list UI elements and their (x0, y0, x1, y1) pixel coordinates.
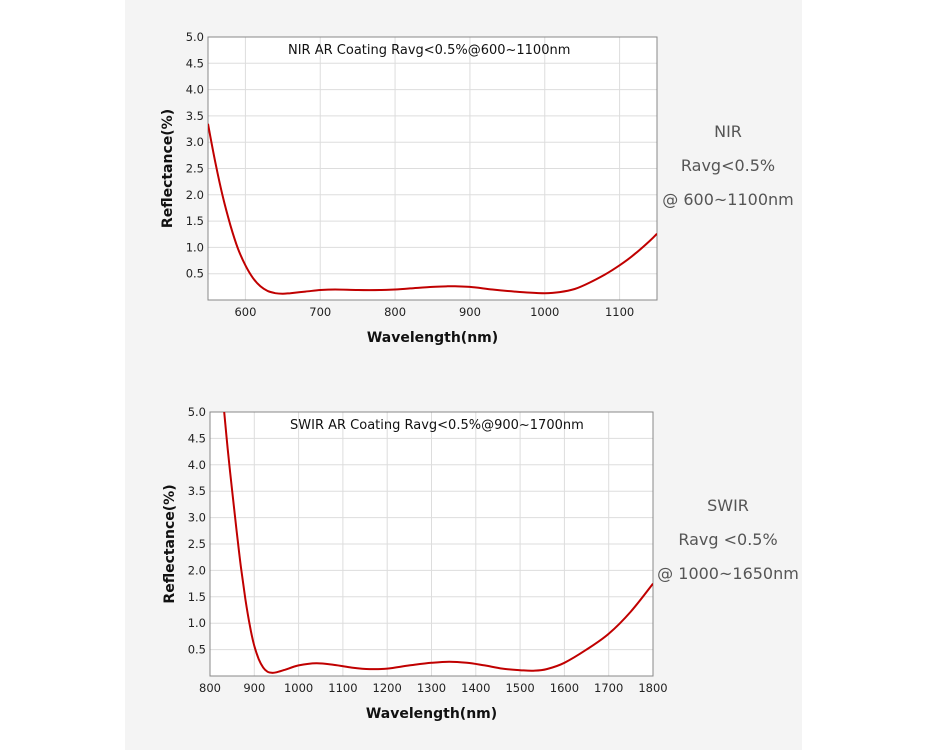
nir-plot-frame (207, 36, 658, 301)
nir-y-tick-label: 2.0 (186, 188, 204, 202)
nir-y-tick-label: 3.5 (186, 109, 204, 123)
swir-x-tick-label: 1500 (505, 681, 534, 695)
nir-side-line3: @ 600~1100nm (662, 190, 794, 209)
nir-y-tick-label: 0.5 (186, 267, 204, 281)
nir-y-tick-label: 3.0 (186, 135, 204, 149)
swir-x-tick-label: 800 (199, 681, 221, 695)
swir-x-tick-label: 1400 (461, 681, 490, 695)
nir-x-tick-label: 800 (384, 305, 406, 319)
swir-side-line3: @ 1000~1650nm (657, 564, 799, 583)
swir-y-tick-label: 1.5 (188, 590, 206, 604)
swir-x-tick-label: 900 (243, 681, 265, 695)
swir-side-label: SWIR Ravg <0.5% @ 1000~1650nm (653, 496, 803, 583)
nir-side-line2: Ravg<0.5% (680, 156, 776, 175)
nir-y-tick-label: 4.0 (186, 83, 204, 97)
nir-reflectance-curve (208, 123, 657, 295)
swir-x-tick-label: 1300 (417, 681, 446, 695)
swir-x-tick-label: 1200 (373, 681, 402, 695)
nir-side-label: NIR Ravg<0.5% @ 600~1100nm (653, 122, 803, 209)
swir-x-tick-label: 1600 (550, 681, 579, 695)
nir-x-tick-label: 600 (234, 305, 256, 319)
nir-x-tick-label: 900 (459, 305, 481, 319)
swir-y-tick-label: 4.0 (188, 458, 206, 472)
swir-x-tick-label: 1800 (638, 681, 667, 695)
swir-side-line1: SWIR (707, 496, 749, 515)
swir-x-tick-label: 1700 (594, 681, 623, 695)
nir-x-tick-label: 700 (309, 305, 331, 319)
nir-side-line1: NIR (714, 122, 742, 141)
swir-x-tick-label: 1100 (328, 681, 357, 695)
swir-x-tick-label: 1000 (284, 681, 313, 695)
swir-y-tick-label: 3.5 (188, 484, 206, 498)
swir-y-tick-label: 0.5 (188, 643, 206, 657)
swir-side-line2: Ravg <0.5% (678, 530, 778, 549)
swir-y-axis-label: Reflectance(%) (162, 484, 178, 603)
swir-plot-frame (209, 411, 654, 677)
nir-y-tick-label: 1.5 (186, 214, 204, 228)
nir-y-axis-label: Reflectance(%) (160, 109, 176, 228)
swir-y-tick-label: 2.5 (188, 537, 206, 551)
nir-x-tick-label: 1100 (605, 305, 634, 319)
swir-y-tick-label: 3.0 (188, 511, 206, 525)
nir-y-tick-label: 5.0 (186, 30, 204, 44)
nir-y-tick-label: 4.5 (186, 56, 204, 70)
nir-chart-title: NIR AR Coating Ravg<0.5%@600~1100nm (288, 43, 570, 58)
swir-chart-title: SWIR AR Coating Ravg<0.5%@900~1700nm (290, 418, 584, 433)
nir-y-tick-label: 2.5 (186, 162, 204, 176)
swir-y-tick-label: 5.0 (188, 405, 206, 419)
swir-x-axis-label: Wavelength(nm) (366, 706, 497, 722)
nir-x-tick-label: 1000 (530, 305, 559, 319)
swir-y-tick-label: 1.0 (188, 616, 206, 630)
swir-y-tick-label: 2.0 (188, 563, 206, 577)
nir-y-tick-label: 1.0 (186, 240, 204, 254)
swir-reflectance-curve (223, 412, 653, 674)
nir-x-axis-label: Wavelength(nm) (367, 330, 498, 346)
swir-y-tick-label: 4.5 (188, 431, 206, 445)
